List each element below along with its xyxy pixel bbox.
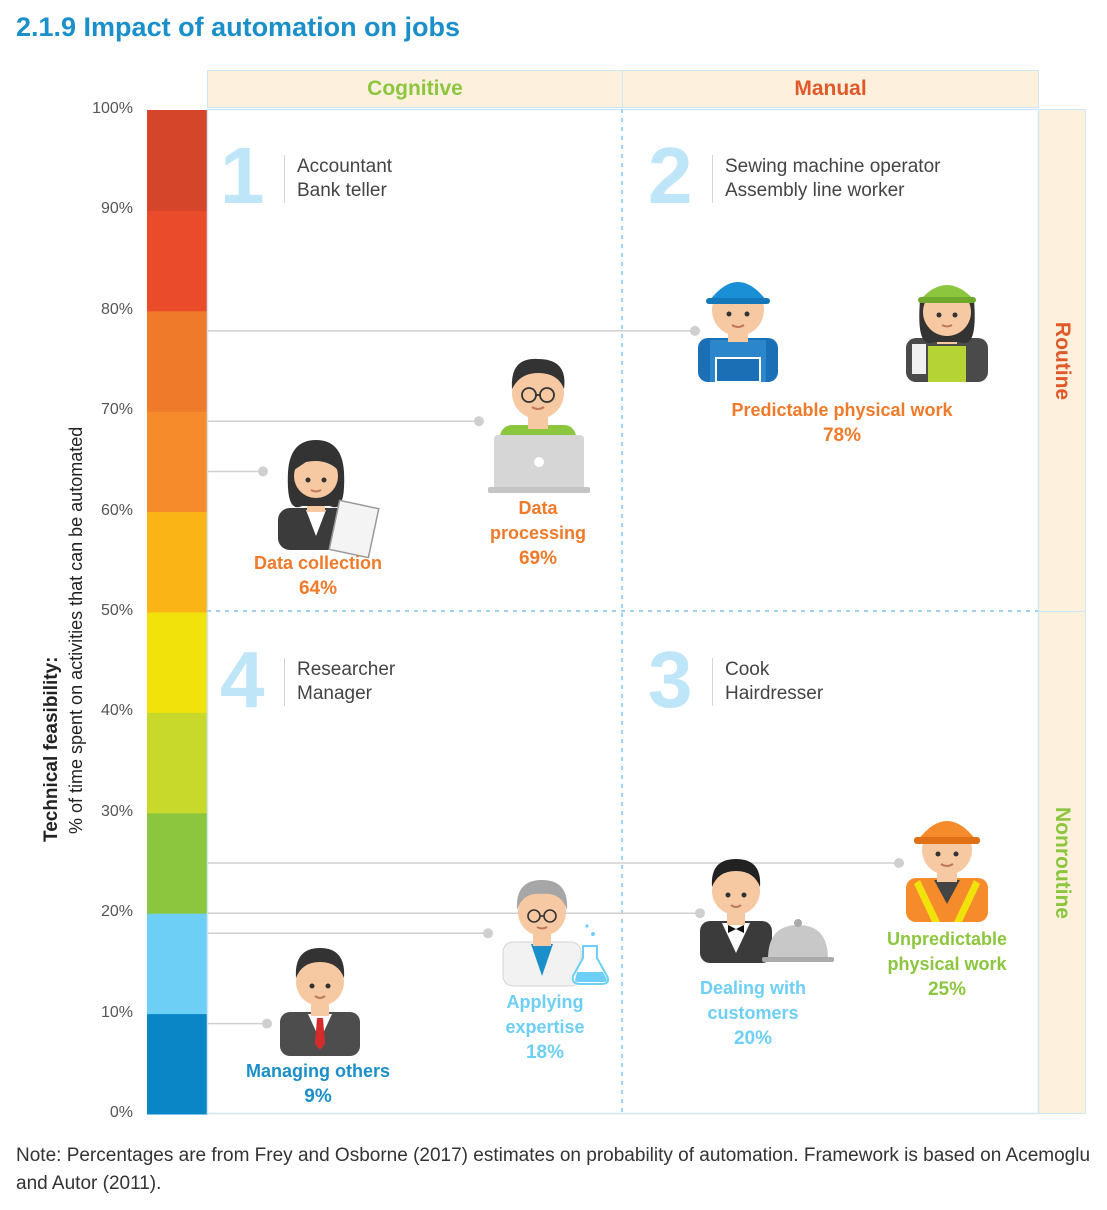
footnote: Note: Percentages are from Frey and Osbo… [16,1145,1091,1194]
leader-dot [483,928,493,939]
quadrant-1-job: Accountant [297,156,393,177]
y-tick-label: 60% [100,501,133,519]
activity-percent: 64% [298,578,338,599]
column-header-cognitive: Cognitive [207,70,623,108]
y-tick-label: 30% [100,802,133,820]
activity-label: Managing others 9% [178,1059,458,1109]
activity-name: processing [489,523,587,543]
y-tick-label: 40% [100,702,133,720]
scale-segment [147,812,208,914]
scale-segment [147,210,208,312]
scale-segment [147,1013,208,1115]
quadrant-2-number: 2 [648,131,693,220]
activity-label: Applying expertise 18% [405,990,685,1065]
quadrant-2-jobs: Sewing machine operator Assembly line wo… [712,155,940,203]
y-tick-label: 50% [100,602,133,619]
activity-name: physical work [887,954,1007,974]
quadrant-1-number: 1 [220,131,265,220]
activity-name: Data collection [253,553,383,573]
construction-worker-icon [698,282,778,383]
activity-name: Dealing with [699,978,806,998]
quadrant-3-number: 3 [648,635,693,724]
factory-worker-icon [906,285,988,382]
activity-label: Data collection 64% [178,551,458,601]
leader-dot [474,416,484,427]
y-tick-label: 10% [100,1003,133,1021]
activity-name: Predictable physical work [731,400,953,420]
hardhat-worker-icon [906,821,988,922]
activity-name: customers [707,1003,799,1023]
waiter-icon [700,859,834,963]
quadrant-3-job: Hairdresser [725,683,824,704]
scale-segment [147,310,208,412]
page-title: 2.1.9 Impact of automation on jobs [16,12,461,42]
activity-percent: 20% [733,1028,773,1049]
activity-name: expertise [505,1017,585,1037]
scale-segment [147,411,208,513]
scale-segment [147,913,208,1015]
quadrant-2-job: Assembly line worker [725,180,905,201]
y-tick-label: 20% [100,903,133,921]
feasibility-scale [147,110,208,1115]
activity-name: Unpredictable [886,929,1008,949]
leader-dot [690,325,700,336]
leader-dot [894,858,904,868]
activity-label: Predictable physical work 78% [702,398,982,448]
y-tick-label: 90% [100,200,133,218]
activity-label: Dealing with customers 20% [613,976,893,1051]
column-header-manual-label: Manual [794,77,867,100]
leader-dot [695,908,705,919]
quadrant-4-number: 4 [220,635,265,724]
activity-name: Data [518,498,558,518]
quadrant-3-jobs: Cook Hairdresser [712,658,823,706]
leader-lines [208,325,904,1029]
activity-percent: 9% [304,1086,332,1107]
activity-name: Managing others [245,1061,390,1081]
scientist-icon [502,880,610,987]
quadrant-4-jobs: Researcher Manager [284,658,395,706]
activity-percent: 69% [518,548,558,569]
activity-percent: 25% [927,979,967,1000]
y-tick-label: 0% [109,1104,133,1121]
scale-segment [147,712,208,814]
y-tick-label: 70% [100,401,133,419]
quadrant-1-jobs: Accountant Bank teller [284,155,392,203]
column-header-manual: Manual [622,70,1039,108]
column-header-cognitive-label: Cognitive [367,77,463,100]
row-header-nonroutine: Nonroutine [1038,611,1086,1114]
leader-dot [258,466,268,477]
scale-segment [147,511,208,613]
scale-segment [147,110,208,211]
scale-segment [147,612,208,713]
quadrant-1-job: Bank teller [297,180,387,201]
office-worker-icon [278,440,380,559]
quadrant-4-job: Researcher [297,659,396,680]
y-tick-label: 100% [92,100,133,117]
quadrant-2-job: Sewing machine operator [725,156,941,177]
data-processor-icon [488,358,590,493]
activity-name: Applying [506,992,584,1012]
activity-percent: 78% [822,425,862,446]
y-tick-label: 80% [100,300,133,318]
activity-percent: 18% [525,1042,565,1063]
quadrant-4-job: Manager [297,683,372,704]
manager-icon [280,948,360,1056]
activity-label: Unpredictable physical work 25% [807,927,1087,1002]
activity-label: Data processing 69% [398,496,678,571]
quadrant-3-job: Cook [725,659,770,680]
leader-dot [262,1018,272,1029]
